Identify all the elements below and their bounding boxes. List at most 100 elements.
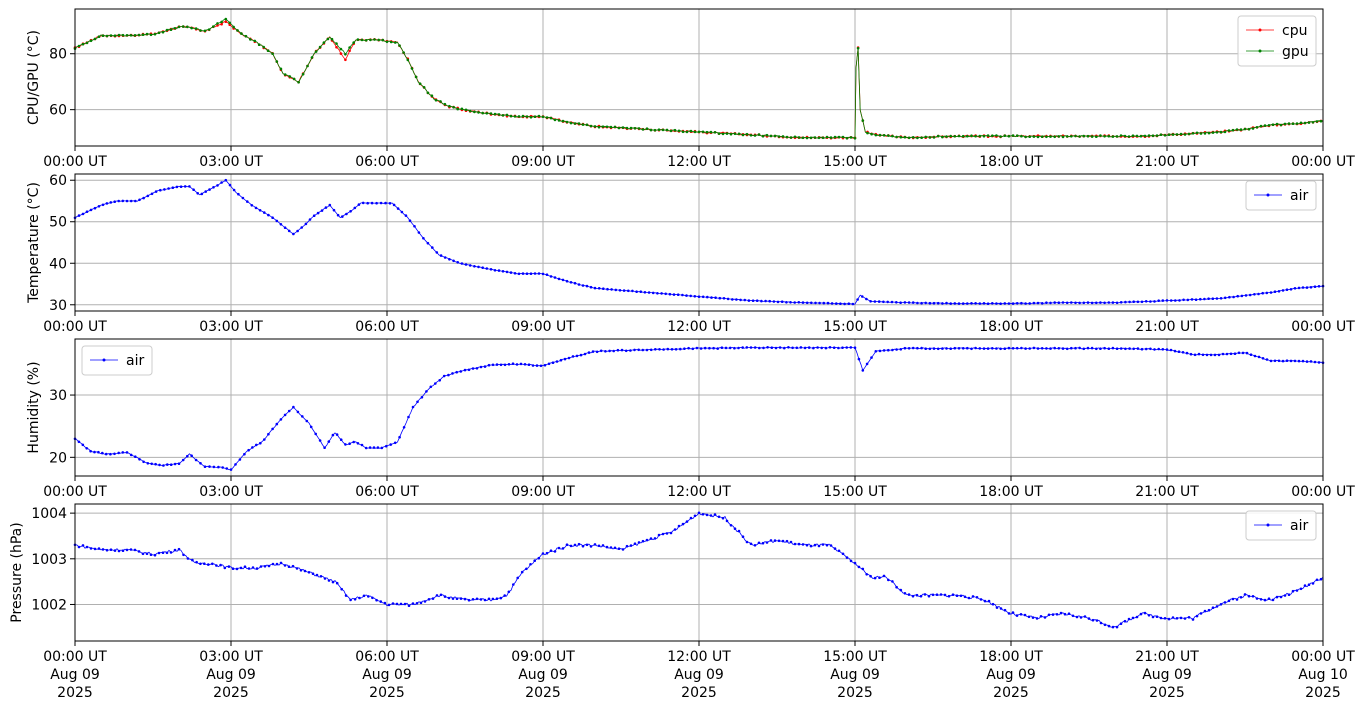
data-point — [121, 199, 125, 203]
data-point — [1020, 301, 1023, 305]
data-point — [1140, 300, 1144, 304]
data-point — [360, 38, 364, 42]
data-point — [181, 458, 185, 462]
x-tick-label: 12:00 UT — [667, 154, 731, 170]
data-point — [953, 135, 957, 138]
data-point — [943, 593, 947, 597]
data-point — [577, 122, 581, 125]
data-point — [1249, 353, 1253, 357]
y-tick-label: 1002 — [31, 597, 67, 613]
data-point — [464, 263, 468, 266]
data-point — [799, 346, 803, 349]
data-point — [159, 188, 162, 192]
data-point — [1215, 131, 1219, 134]
data-point — [978, 134, 982, 138]
data-point — [186, 25, 189, 29]
data-point — [471, 598, 475, 601]
data-point — [697, 511, 701, 515]
data-point — [955, 594, 959, 597]
data-point — [899, 348, 903, 351]
data-point — [1243, 593, 1247, 596]
data-point — [1020, 346, 1023, 350]
data-point — [1136, 300, 1140, 304]
data-point — [199, 462, 202, 465]
data-point — [685, 130, 689, 134]
data-point — [161, 30, 165, 34]
data-point — [1086, 346, 1090, 350]
data-point — [661, 532, 665, 536]
data-point — [1219, 297, 1223, 300]
data-point — [1297, 286, 1301, 290]
data-point — [224, 17, 228, 21]
data-point — [833, 135, 837, 139]
y-tick-label: 60 — [49, 103, 67, 119]
data-point — [1207, 608, 1211, 612]
data-point — [870, 356, 873, 359]
data-point — [1303, 121, 1307, 125]
data-point — [614, 288, 618, 292]
data-point — [553, 276, 557, 279]
data-point — [1144, 300, 1148, 303]
data-point — [328, 203, 332, 207]
data-point — [1147, 134, 1151, 137]
data-point — [456, 107, 460, 111]
data-point — [1011, 134, 1015, 137]
data-point — [109, 548, 113, 551]
data-point — [741, 535, 745, 538]
data-point — [1087, 617, 1091, 620]
data-point — [287, 229, 291, 233]
data-point — [1281, 359, 1285, 363]
data-point — [1293, 359, 1297, 363]
data-point — [306, 64, 309, 68]
data-point — [613, 546, 617, 550]
data-point — [685, 294, 688, 297]
data-point — [362, 594, 366, 598]
data-point — [1199, 612, 1203, 615]
series-points-air — [73, 511, 1323, 629]
data-point — [610, 288, 613, 291]
data-point — [856, 47, 860, 50]
data-point — [770, 346, 774, 350]
data-point — [1219, 603, 1223, 606]
data-point — [780, 300, 784, 304]
data-point — [649, 348, 653, 352]
data-point — [681, 293, 684, 297]
data-point — [1194, 298, 1198, 302]
data-point — [861, 119, 865, 122]
data-point — [541, 272, 545, 276]
data-point — [729, 132, 733, 136]
data-point — [785, 135, 789, 139]
data-point — [157, 551, 161, 555]
data-point — [158, 463, 161, 467]
data-point — [1231, 128, 1235, 132]
data-point — [758, 346, 761, 350]
data-point — [125, 199, 129, 203]
x-tick-label-date: Aug 09 — [1142, 667, 1192, 683]
data-point — [1193, 353, 1197, 357]
data-point — [605, 545, 609, 549]
data-point — [1243, 127, 1247, 131]
data-point — [417, 231, 421, 234]
data-point — [1211, 297, 1215, 301]
data-point — [674, 348, 678, 351]
data-point — [349, 598, 352, 602]
data-point — [637, 127, 641, 130]
data-point — [1247, 127, 1251, 131]
data-point — [706, 295, 709, 299]
x-tick-label: 09:00 UT — [511, 649, 575, 665]
data-point — [97, 547, 101, 550]
data-point — [308, 218, 312, 221]
data-point — [207, 563, 210, 566]
data-point — [426, 241, 430, 245]
data-point — [344, 58, 347, 62]
data-point — [411, 602, 415, 605]
data-point — [693, 295, 697, 298]
data-point — [403, 602, 407, 606]
data-point — [292, 405, 295, 409]
data-point — [797, 542, 801, 546]
data-point — [805, 543, 809, 547]
data-point — [507, 590, 511, 594]
data-point — [543, 363, 547, 367]
data-point — [1191, 618, 1195, 621]
data-point — [1305, 286, 1309, 289]
